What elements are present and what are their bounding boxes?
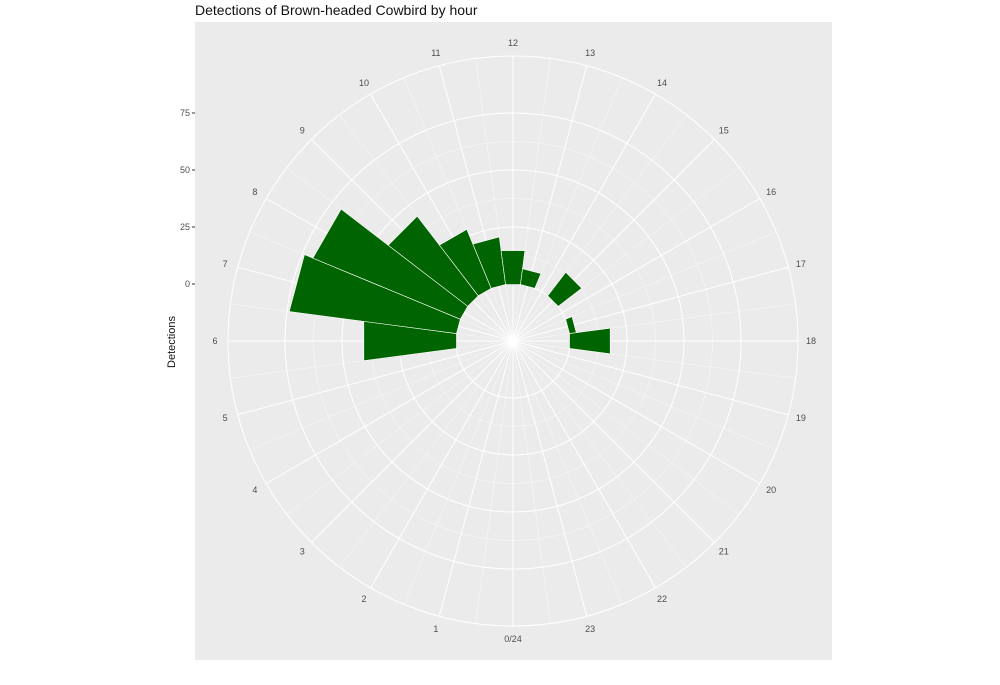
x-tick-label: 17 [796, 259, 806, 269]
grid-circle [341, 169, 685, 513]
x-tick-label: 23 [585, 624, 595, 634]
grid-lines [227, 55, 799, 627]
bars [288, 208, 611, 361]
chart-title: Detections of Brown-headed Cowbird by ho… [195, 2, 478, 18]
x-tick-label: 10 [359, 78, 369, 88]
y-tick-label: 25 [180, 222, 190, 232]
y-tick-label: 0 [185, 279, 190, 289]
x-tick-label: 20 [766, 485, 776, 495]
x-tick-label: 3 [300, 547, 305, 557]
x-tick-label: 6 [212, 336, 217, 346]
bar-hour-15 [547, 271, 583, 307]
x-tick-label: 7 [223, 259, 228, 269]
x-tick-label: 12 [508, 38, 518, 48]
x-tick-label: 8 [252, 187, 257, 197]
y-axis: 0 25 50 75 [180, 108, 195, 289]
x-tick-label: 19 [796, 413, 806, 423]
outer-circle [227, 55, 799, 627]
x-tick-label: 13 [585, 48, 595, 58]
x-tick-label: 2 [361, 594, 366, 604]
grid-circle [284, 112, 742, 570]
x-tick-labels: 0/24123456789101112131415161718192021222… [212, 38, 816, 644]
x-tick-label: 21 [719, 547, 729, 557]
x-tick-label: 0/24 [504, 634, 522, 644]
y-tick-label: 50 [180, 165, 190, 175]
bar-hour-10 [438, 228, 492, 297]
bar-hour-7 [288, 254, 461, 334]
x-tick-label: 22 [657, 594, 667, 604]
bar-hour-11 [472, 236, 506, 289]
bar-hour-18 [569, 327, 611, 355]
y-tick-label: 75 [180, 108, 190, 118]
x-tick-label: 14 [657, 78, 667, 88]
bar-hour-12 [500, 250, 526, 285]
x-tick-label: 5 [223, 413, 228, 423]
bar-hour-8 [312, 208, 469, 320]
x-tick-label: 11 [431, 48, 440, 58]
x-tick-label: 1 [433, 624, 438, 634]
x-tick-label: 18 [806, 336, 816, 346]
x-tick-label: 4 [252, 485, 257, 495]
x-tick-label: 15 [719, 125, 729, 135]
bar-hour-9 [387, 215, 479, 307]
x-tick-label: 9 [300, 125, 305, 135]
bar-hour-13 [520, 268, 542, 289]
x-tick-label: 16 [766, 187, 776, 197]
grid-circle-minor [313, 141, 713, 541]
